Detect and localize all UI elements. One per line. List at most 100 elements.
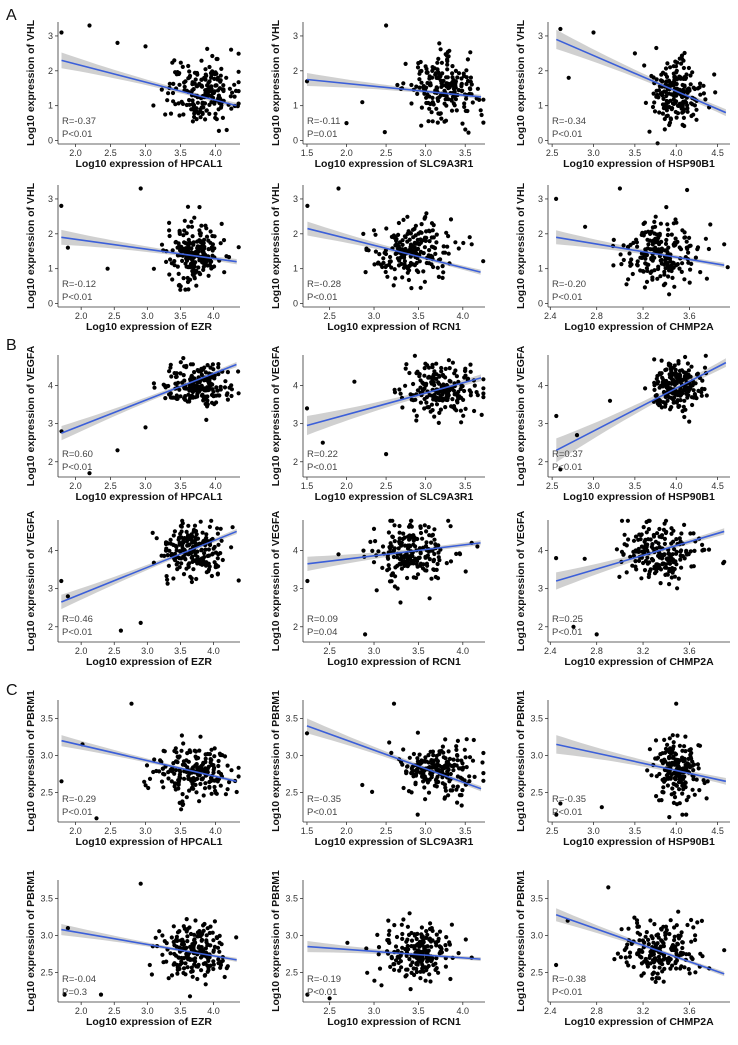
data-point <box>676 758 681 763</box>
y-tick-label: 3.5 <box>40 713 53 723</box>
data-point <box>685 373 690 378</box>
data-point <box>236 774 241 779</box>
data-point <box>193 956 198 961</box>
data-point <box>651 532 656 538</box>
data-point <box>661 106 667 111</box>
data-point <box>201 760 206 766</box>
data-point <box>456 951 461 956</box>
y-tick-label: 3 <box>538 194 543 204</box>
data-point <box>186 287 191 292</box>
data-point <box>195 934 200 939</box>
x-tick-label: 2.5 <box>108 311 121 321</box>
y-tick-label: 3.0 <box>40 930 53 940</box>
regression-line <box>307 227 481 273</box>
data-point <box>167 369 172 374</box>
data-point <box>675 111 681 116</box>
data-point <box>169 395 175 400</box>
data-point <box>409 790 414 795</box>
y-tick-label: 2 <box>48 229 53 239</box>
data-point <box>160 933 165 938</box>
data-point <box>643 934 648 939</box>
data-point <box>212 76 217 81</box>
y-tick-label: 1 <box>48 264 53 274</box>
y-tick-label: 4 <box>538 381 543 391</box>
data-point <box>693 394 698 399</box>
x-tick-label: 2.5 <box>108 646 121 656</box>
data-point <box>402 259 407 264</box>
data-point <box>461 765 466 770</box>
data-point <box>445 67 450 72</box>
data-point <box>622 532 627 537</box>
data-point <box>440 392 445 397</box>
data-point <box>193 940 198 945</box>
data-point <box>464 68 469 73</box>
data-point <box>662 89 667 94</box>
data-point <box>424 85 429 90</box>
data-point <box>438 397 443 402</box>
data-point <box>653 240 658 245</box>
data-point <box>679 53 685 58</box>
data-point <box>216 365 221 370</box>
data-point <box>176 101 181 106</box>
data-point <box>173 953 179 958</box>
data-point <box>203 370 208 375</box>
data-point <box>443 97 448 102</box>
correlation-p: P<0.01 <box>552 807 582 818</box>
data-point <box>654 232 659 237</box>
data-point <box>422 216 427 221</box>
data-point <box>635 952 640 957</box>
data-point <box>432 551 437 557</box>
x-tick-label: 4.0 <box>457 1006 470 1016</box>
data-point <box>606 885 611 890</box>
data-point <box>167 228 172 233</box>
data-point <box>417 242 422 247</box>
data-point <box>459 76 464 81</box>
data-point <box>198 115 203 120</box>
y-axis-title: Log10 expression of PBRM1 <box>270 690 282 832</box>
data-point <box>417 77 422 82</box>
data-point <box>219 103 224 108</box>
data-point <box>211 767 216 772</box>
x-tick-label: 3.0 <box>587 148 600 158</box>
data-point <box>654 77 659 82</box>
data-point <box>193 251 198 256</box>
data-point <box>382 130 387 135</box>
data-point <box>626 963 631 968</box>
data-point <box>198 947 203 953</box>
x-tick-label: 2.5 <box>380 148 393 158</box>
data-point <box>94 816 99 821</box>
data-point <box>666 227 671 232</box>
x-tick-label: 3.0 <box>587 826 600 836</box>
data-point <box>193 109 199 114</box>
data-point <box>146 785 151 791</box>
data-point <box>652 387 657 392</box>
data-point <box>376 952 381 957</box>
data-point <box>412 408 417 413</box>
data-point <box>649 773 654 778</box>
data-point <box>681 76 686 81</box>
data-point <box>395 82 400 88</box>
data-point <box>645 768 650 773</box>
data-point <box>445 397 450 403</box>
data-point <box>206 764 211 769</box>
data-point <box>646 527 652 532</box>
data-point <box>406 534 411 539</box>
data-point <box>690 787 695 792</box>
data-point <box>444 230 449 235</box>
data-point <box>177 565 182 570</box>
data-point <box>440 744 445 749</box>
data-point <box>624 570 629 575</box>
data-point <box>451 79 456 84</box>
data-point <box>448 788 453 793</box>
data-point <box>176 271 181 276</box>
data-point <box>665 61 670 66</box>
data-point <box>667 749 672 754</box>
data-point <box>692 792 697 797</box>
data-point <box>427 248 432 253</box>
data-point <box>680 940 685 945</box>
data-point <box>375 932 380 938</box>
data-point <box>169 935 174 940</box>
data-point <box>443 785 448 790</box>
x-tick-label: 3.5 <box>629 826 642 836</box>
data-point <box>426 963 431 969</box>
